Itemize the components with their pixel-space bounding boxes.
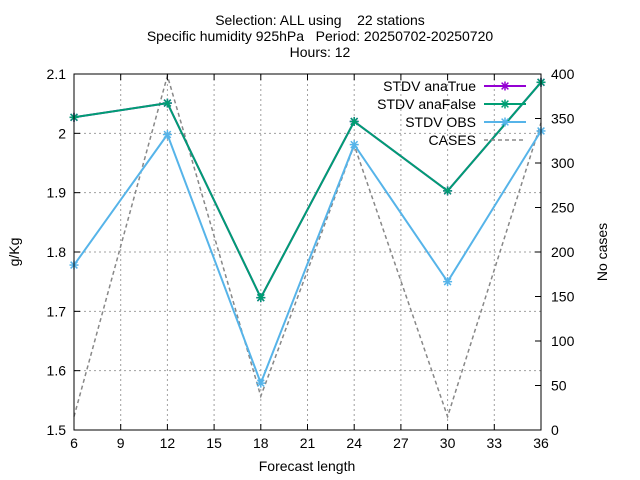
legend-label-cases: CASES bbox=[429, 132, 476, 148]
y2-axis-ticks: 0 50 100 150 200 250 300 350 400 bbox=[535, 66, 575, 438]
legend: STDV anaTrue STDV anaFalse STDV OBS CASES bbox=[377, 78, 526, 148]
data-point-stdv-anafalse bbox=[443, 186, 453, 196]
x-tick-label: 33 bbox=[487, 435, 503, 451]
series-line-cases bbox=[73, 73, 542, 419]
x-tick-label: 12 bbox=[160, 435, 176, 451]
marker-stroke bbox=[501, 100, 509, 108]
data-point-stdv-obs bbox=[162, 130, 172, 140]
x-tick-label: 27 bbox=[393, 435, 409, 451]
y-tick-label: 1.8 bbox=[47, 244, 67, 260]
y2-tick-label: 200 bbox=[551, 244, 575, 260]
data-point-stdv-obs bbox=[443, 277, 453, 287]
chart-title-line-2: Specific humidity 925hPa Period: 2025070… bbox=[146, 28, 494, 44]
marker-stroke bbox=[443, 186, 452, 195]
x-tick-label: 30 bbox=[440, 435, 456, 451]
y2-tick-label: 50 bbox=[551, 378, 567, 394]
legend-marker-stdv-anatrue bbox=[500, 81, 510, 91]
x-tick-label: 6 bbox=[70, 435, 78, 451]
data-point-stdv-anafalse bbox=[349, 116, 359, 126]
marker-stroke bbox=[350, 117, 359, 126]
y2-tick-label: 350 bbox=[551, 111, 575, 127]
data-point-stdv-obs bbox=[349, 140, 359, 150]
y-axis-ticks: 1.5 1.6 1.7 1.8 1.9 2 2.1 bbox=[47, 66, 80, 438]
legend-label-stdv-obs: STDV OBS bbox=[405, 114, 476, 130]
x-tick-label: 18 bbox=[253, 435, 269, 451]
marker-stroke bbox=[501, 118, 509, 126]
y2-tick-label: 250 bbox=[551, 200, 575, 216]
y-tick-label: 1.5 bbox=[47, 422, 67, 438]
x-tick-label: 15 bbox=[206, 435, 222, 451]
chart-title-line-3: Hours: 12 bbox=[289, 44, 351, 60]
x-axis-ticks: 6 9 12 15 18 21 24 27 30 33 36 bbox=[70, 74, 549, 451]
y-tick-label: 2 bbox=[58, 125, 66, 141]
x-tick-label: 21 bbox=[300, 435, 316, 451]
legend-marker-stdv-anafalse bbox=[500, 99, 510, 109]
legend-label-stdv-anatrue: STDV anaTrue bbox=[383, 78, 476, 94]
series-line-stdv-anafalse bbox=[73, 81, 542, 300]
series-line-stdv-obs bbox=[73, 130, 542, 386]
chart-title-line-1: Selection: ALL using 22 stations bbox=[215, 12, 425, 28]
y-tick-label: 1.9 bbox=[47, 185, 67, 201]
y2-axis-label: No cases bbox=[594, 223, 610, 281]
legend-marker-stdv-obs bbox=[500, 117, 510, 127]
y2-tick-label: 0 bbox=[551, 422, 559, 438]
y-axis-label: g/Kg bbox=[6, 238, 22, 267]
y-tick-label: 2.1 bbox=[47, 66, 67, 82]
marker-stroke bbox=[256, 293, 265, 302]
y2-tick-label: 150 bbox=[551, 289, 575, 305]
x-tick-label: 36 bbox=[533, 435, 549, 451]
y-tick-label: 1.6 bbox=[47, 363, 67, 379]
data-point-stdv-anafalse bbox=[256, 293, 266, 303]
marker-stroke bbox=[256, 379, 265, 388]
x-axis-label: Forecast length bbox=[259, 458, 356, 474]
data-point-stdv-anafalse bbox=[162, 98, 172, 108]
marker-stroke bbox=[350, 140, 359, 149]
y-tick-label: 1.7 bbox=[47, 303, 67, 319]
marker-stroke bbox=[501, 82, 509, 90]
x-tick-label: 9 bbox=[117, 435, 125, 451]
y2-tick-label: 300 bbox=[551, 155, 575, 171]
series-layer bbox=[69, 73, 546, 419]
data-point-stdv-obs bbox=[256, 378, 266, 388]
legend-label-stdv-anafalse: STDV anaFalse bbox=[377, 96, 476, 112]
marker-stroke bbox=[163, 99, 172, 107]
y2-tick-label: 400 bbox=[551, 66, 575, 82]
x-tick-label: 24 bbox=[346, 435, 362, 451]
marker-stroke bbox=[163, 130, 172, 139]
marker-stroke bbox=[443, 277, 452, 286]
y2-tick-label: 100 bbox=[551, 333, 575, 349]
